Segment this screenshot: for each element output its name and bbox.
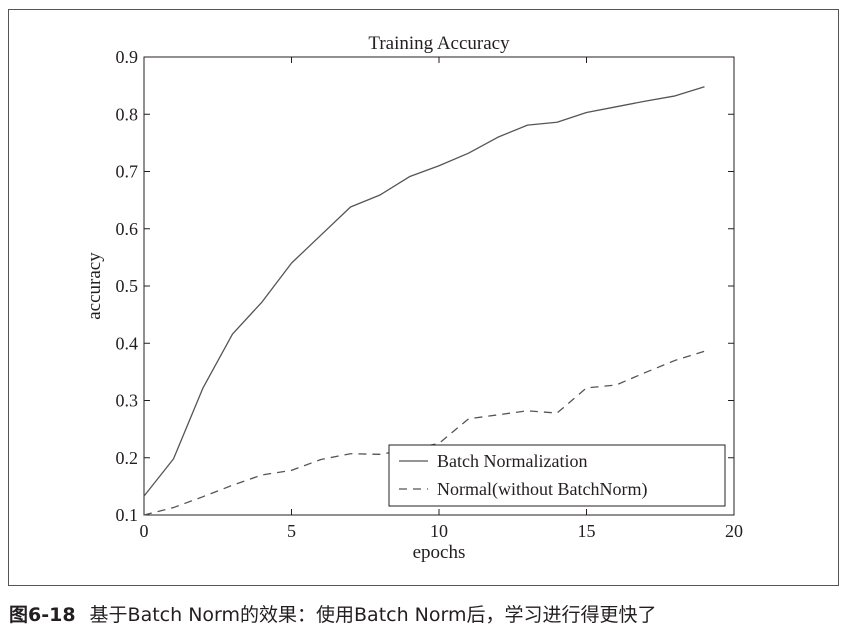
training-accuracy-chart: Training Accuracy epochs accuracy 0 5 10 15…: [84, 33, 744, 563]
y-tick-label: 0.2: [116, 448, 139, 468]
y-tick-label: 0.8: [116, 104, 139, 124]
legend-box: [388, 444, 726, 507]
legend-label-normal: Normal(without BatchNorm): [437, 479, 647, 500]
y-tick-label: 0.3: [116, 391, 139, 411]
x-tick-label: 20: [725, 521, 743, 541]
y-tick-label: 0.4: [116, 333, 139, 353]
x-axis-label: epochs: [413, 542, 466, 563]
x-tick-label: 15: [578, 521, 596, 541]
y-tick-label: 0.5: [116, 276, 139, 296]
caption-text: 基于Batch Norm的效果：使用Batch Norm后，学习进行得更快了: [89, 604, 657, 626]
y-tick-label: 0.6: [116, 219, 139, 239]
y-tick-label: 0.7: [116, 162, 139, 182]
y-tick-label: 0.9: [116, 47, 139, 67]
chart-title: Training Accuracy: [368, 33, 510, 54]
series-line-batch-normalization: [143, 86, 705, 497]
x-tick-label: 0: [140, 521, 149, 541]
legend: Batch Normalization Normal(without Batch…: [388, 444, 726, 507]
x-tick-label: 5: [287, 521, 296, 541]
figure-number: 图6-18: [9, 604, 76, 626]
legend-label-batch-normalization: Batch Normalization: [437, 451, 587, 471]
figure-caption: 图6-18 基于Batch Norm的效果：使用Batch Norm后，学习进行得…: [9, 600, 657, 627]
series-line-normal: [143, 350, 705, 516]
y-axis-label: accuracy: [84, 252, 105, 320]
x-tick-label: 10: [430, 521, 448, 541]
series-layer: [143, 86, 705, 516]
y-tick-label: 0.1: [116, 505, 139, 525]
ticks-layer: 0 5 10 15 20 0.1 0.2 0.3 0.4 0.5 0.6 0.7 0.8 0.9: [116, 47, 744, 541]
